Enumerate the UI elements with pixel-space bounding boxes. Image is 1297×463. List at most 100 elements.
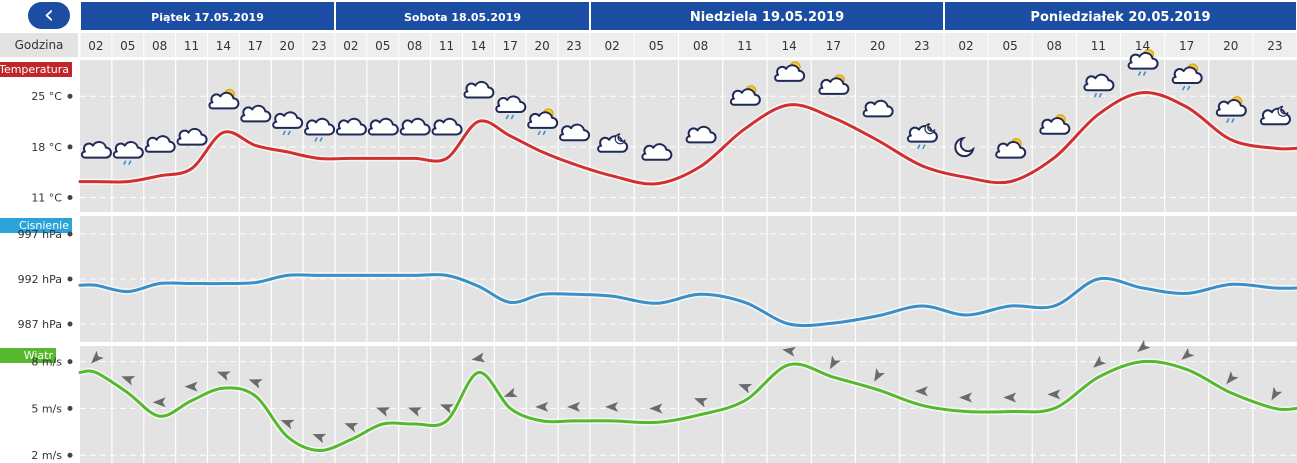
hour-cell (900, 33, 944, 57)
temperature-point (381, 157, 385, 160)
temperature-point (1229, 138, 1233, 141)
wind-point (94, 371, 98, 374)
hour-label: 05 (649, 39, 664, 53)
weather-cloud-rain-icon (1083, 73, 1115, 98)
wind-point (699, 413, 702, 416)
temperature-point (509, 134, 512, 138)
hour-cell (1076, 33, 1120, 57)
pressure-point (381, 274, 385, 277)
temperature-tick-dot (67, 144, 73, 150)
hour-label: 23 (914, 39, 929, 53)
wind-point (540, 419, 544, 423)
wind-tick-label: 5 m/s (31, 402, 62, 415)
wind-direction-arrow-icon (829, 355, 841, 370)
hour-cell (80, 33, 112, 57)
hour-cell (634, 33, 678, 57)
wind-direction-arrow-icon (280, 419, 295, 430)
hour-label: 11 (439, 39, 454, 53)
wind-direction-arrow-icon (1137, 339, 1151, 353)
wind-point (876, 388, 879, 391)
pressure-point (1008, 304, 1012, 308)
pressure-tick-label: 987 hPa (18, 318, 62, 331)
wind-tick-dot (67, 452, 73, 458)
hour-cell (367, 33, 399, 57)
day-header-label: Niedziela 19.05.2019 (690, 10, 844, 25)
wind-point (477, 371, 480, 374)
day-header (591, 2, 943, 30)
back-button[interactable]: ‹ (28, 2, 70, 29)
weather-cloud-icon (176, 128, 208, 146)
hour-label: 02 (343, 39, 358, 53)
temperature-point (540, 150, 544, 154)
wind-direction-arrow-icon (567, 401, 581, 412)
weather-night-cloud-icon (1260, 105, 1291, 126)
pressure-point (158, 282, 161, 285)
weather-cloud-icon (81, 141, 112, 159)
temperature-point (610, 174, 614, 178)
temperature-point (699, 165, 702, 168)
temperature-point (126, 180, 130, 183)
pressure-label: Cisnienie (19, 219, 69, 232)
hour-header-cell (0, 33, 78, 57)
hour-label: 08 (1047, 39, 1062, 53)
pressure-tick-label: 992 hPa (18, 273, 62, 286)
weather-sun-cloud-icon (208, 88, 240, 110)
weather-cloud-rain-icon (112, 141, 144, 165)
wind-direction-arrow-icon (1047, 389, 1061, 400)
hour-label: 08 (407, 39, 422, 53)
hour-label: 14 (1135, 39, 1150, 53)
wind-tick-label: 2 m/s (31, 449, 62, 462)
pressure-point (743, 301, 747, 304)
hour-label: 20 (1223, 39, 1238, 53)
hour-cell (431, 33, 462, 57)
temperature-line (78, 91, 1297, 186)
wind-point (1229, 391, 1233, 394)
hour-header-label: Godzina (15, 38, 64, 52)
hour-label: 08 (693, 39, 708, 53)
hour-label: 23 (1267, 39, 1282, 53)
wind-point (126, 391, 130, 394)
hour-cell (303, 33, 335, 57)
wind-point (1008, 410, 1012, 413)
hour-cell (271, 33, 303, 57)
hour-label: 17 (826, 39, 841, 53)
weather-cloud-icon (399, 117, 431, 136)
pressure-point (699, 293, 702, 296)
day-header-label: Piątek 17.05.2019 (151, 11, 264, 24)
hour-cell (399, 33, 431, 57)
wind-direction-arrow-icon (914, 386, 928, 397)
day-header (336, 2, 589, 30)
wind-point (610, 419, 614, 423)
wind-point (254, 394, 257, 398)
wind-point (1097, 376, 1100, 379)
temperature-point (1185, 105, 1188, 109)
wind-point (222, 386, 225, 390)
temperature-point (832, 116, 835, 120)
hour-cell (176, 33, 207, 57)
day-header-label: Sobota 18.05.2019 (404, 11, 521, 24)
weather-cloud-rain-icon (304, 117, 335, 142)
pressure-point (349, 274, 353, 277)
weather-cloud-icon (862, 99, 894, 118)
hour-cell (1253, 33, 1297, 57)
weather-sun-cloud-rain-icon (1171, 63, 1203, 91)
wind-direction-arrow-icon (90, 350, 104, 364)
wind-point (317, 449, 321, 452)
temperature-tick-dot (67, 93, 73, 99)
wind-line (78, 359, 1297, 453)
wind-direction-arrow-icon (1093, 355, 1107, 368)
temperature-point (787, 103, 791, 107)
temperature-point (158, 174, 161, 178)
temperature-point (349, 157, 353, 160)
hour-cell (112, 33, 144, 57)
hour-label: 14 (781, 39, 796, 53)
weather-sun-cloud-icon (818, 74, 850, 95)
hour-label: 11 (184, 39, 199, 53)
weather-sun-cloud-icon (995, 138, 1027, 159)
temperature-point (1141, 91, 1144, 94)
wind-direction-arrow-icon (121, 376, 136, 386)
weather-sun-cloud-icon (1039, 114, 1071, 135)
hour-cell (767, 33, 811, 57)
pressure-point (509, 301, 512, 304)
wind-point (1273, 407, 1277, 410)
